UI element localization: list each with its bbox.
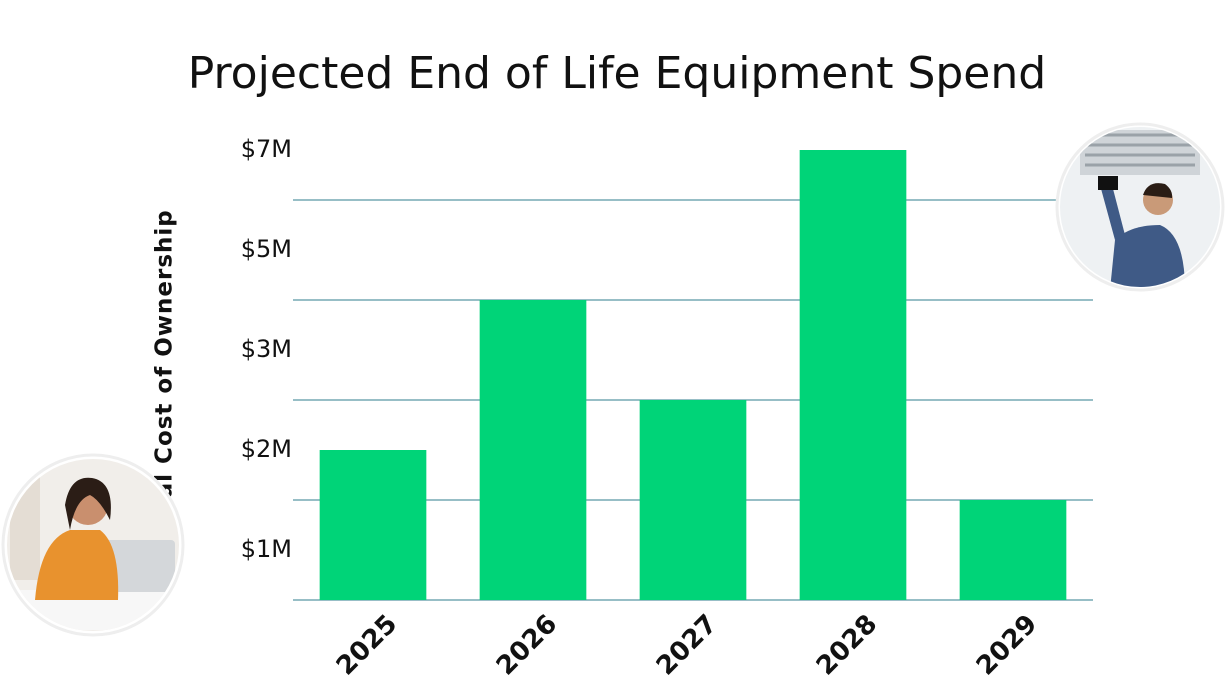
y-tick-label: $2M [241,435,292,463]
bar [639,400,747,600]
chart-title: Projected End of Life Equipment Spend [188,48,1046,99]
x-tick-label: 2029 [971,609,1043,681]
bar [799,150,907,600]
y-tick-label: $3M [241,335,292,363]
x-tick-label: 2026 [491,609,563,681]
photo-left [1,453,185,637]
x-tick-label: 2027 [651,609,723,681]
photo-right [1055,122,1225,292]
y-tick-label: $1M [241,535,292,563]
y-tick-label: $7M [241,135,292,163]
x-tick-label: 2028 [811,609,883,681]
bar [319,450,427,600]
bar [959,500,1067,600]
x-tick-label: 2025 [331,609,403,681]
y-tick-label: $5M [241,235,292,263]
bar [479,300,587,600]
